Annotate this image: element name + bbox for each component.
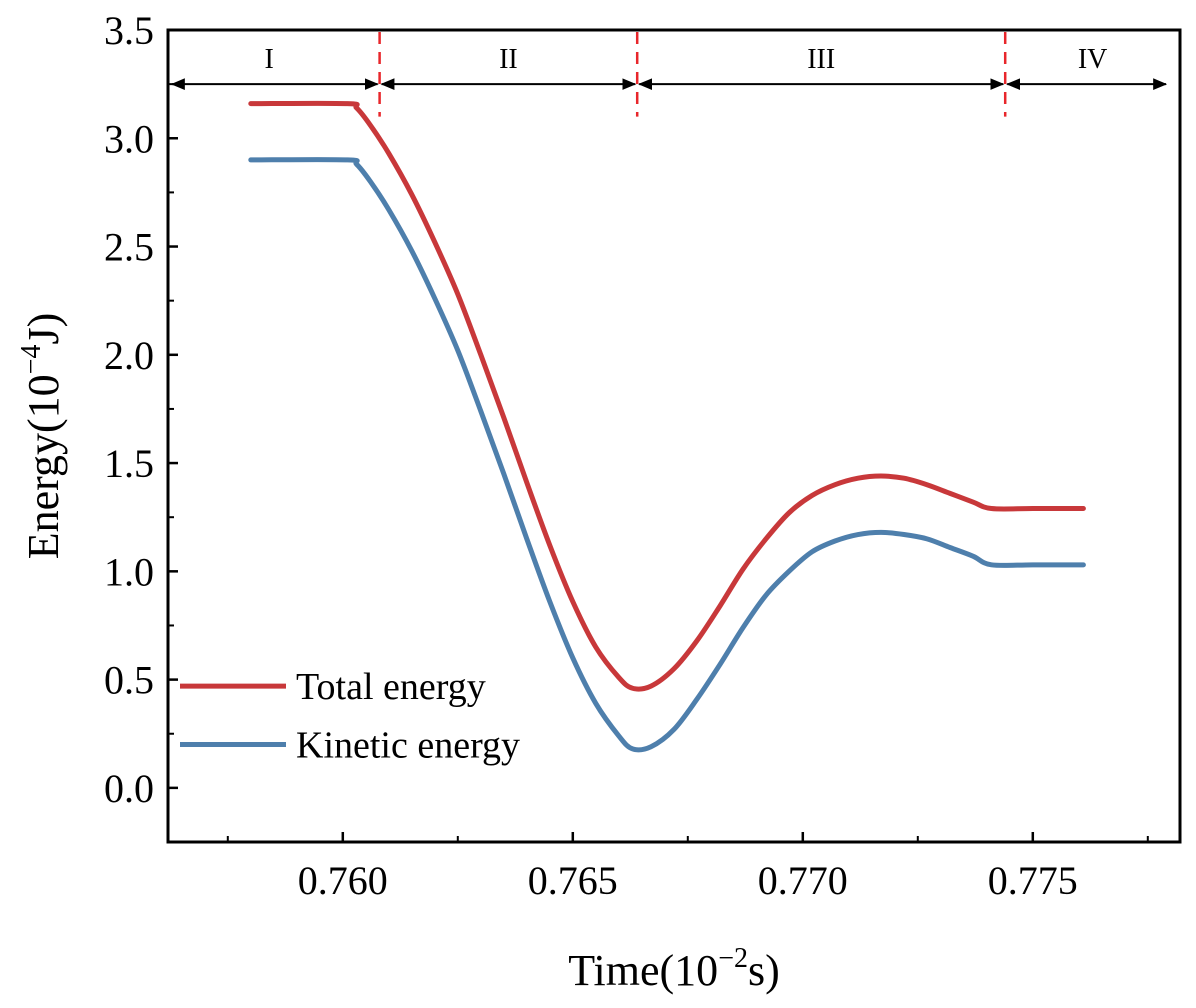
series-line-kinetic-energy	[248, 157, 1086, 753]
y-tick-label: 0.5	[104, 658, 154, 703]
legend-label: Kinetic energy	[296, 725, 520, 767]
y-axis-title-sup: −4	[16, 345, 47, 375]
region-label: IV	[1078, 44, 1108, 75]
region-label: I	[265, 44, 274, 75]
plot-frame	[166, 28, 1182, 844]
y-tick-label: 1.5	[104, 441, 154, 486]
region-label: III	[807, 44, 835, 75]
y-tick-label: 3.0	[104, 116, 154, 161]
regions: I II III IV	[170, 32, 1168, 117]
x-axis-title-sup: −2	[718, 943, 748, 974]
series-line-total-energy	[248, 100, 1086, 692]
axes: 0.0 0.5 1.0 1.5 2.0 2.5 3.0 3.5 0.760 0.765 0.770 0…	[16, 8, 1182, 995]
y-tick-label: 3.5	[104, 8, 154, 53]
x-tick-label: 0.760	[298, 858, 388, 903]
y-axis-title: Energy(10−4J)	[16, 313, 68, 560]
legend: Total energy Kinetic energy	[180, 666, 520, 767]
x-tick-label: 0.775	[988, 858, 1078, 903]
y-tick-label: 2.0	[104, 333, 154, 378]
region-label: II	[499, 44, 518, 75]
y-tick-label: 2.5	[104, 225, 154, 270]
x-axis-title: Time(10−2s)	[568, 943, 780, 995]
x-axis-title-main: Time(10	[568, 946, 718, 995]
series-lines	[248, 100, 1086, 753]
x-tick-label: 0.770	[758, 858, 848, 903]
y-tick-label: 0.0	[104, 766, 154, 811]
x-tick-label: 0.765	[528, 858, 618, 903]
y-axis-title-main: Energy(10	[19, 374, 68, 559]
y-tick-label: 1.0	[104, 549, 154, 594]
y-axis-title-tail: J)	[19, 313, 68, 345]
x-axis-title-tail: s)	[748, 946, 780, 995]
legend-label: Total energy	[296, 666, 486, 708]
